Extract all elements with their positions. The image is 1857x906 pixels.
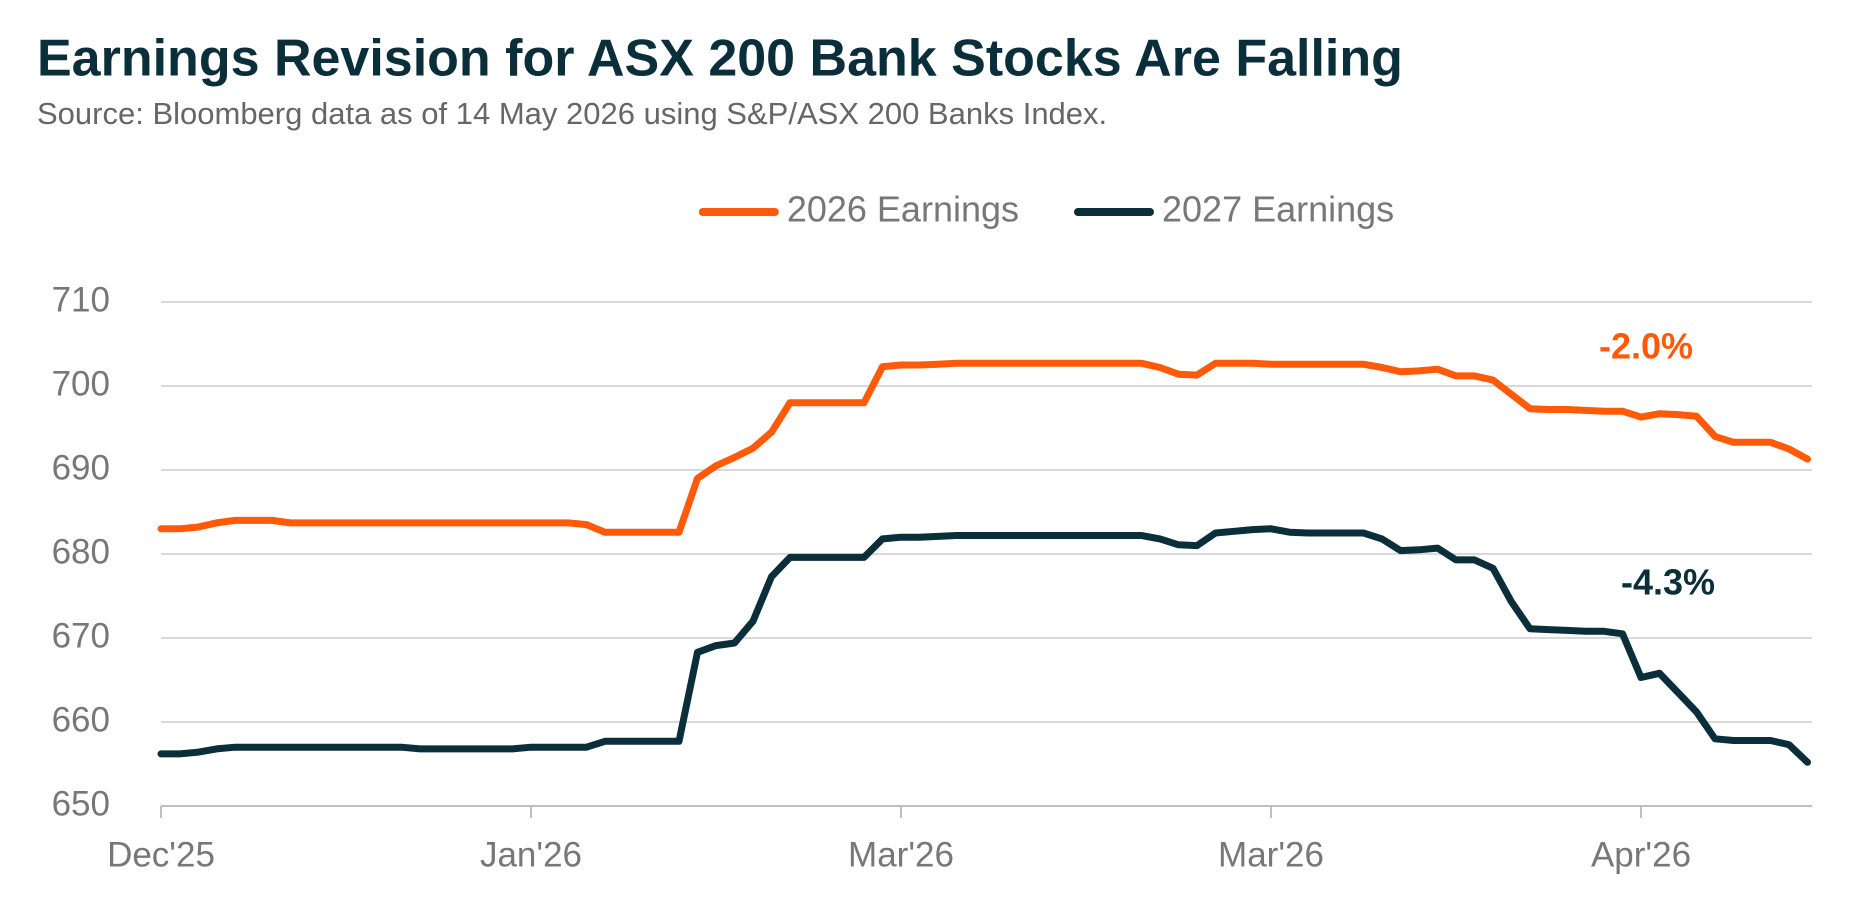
y-tick-label: 690 <box>52 448 110 487</box>
x-tick-label: Mar'26 <box>848 835 954 874</box>
legend-label: 2027 Earnings <box>1162 189 1394 230</box>
annotation: -2.0% <box>1599 326 1693 367</box>
x-tick-label: Mar'26 <box>1218 835 1324 874</box>
y-tick-label: 700 <box>52 364 110 403</box>
chart-title: Earnings Revision for ASX 200 Bank Stock… <box>37 30 1403 88</box>
y-tick-label: 670 <box>52 616 110 655</box>
y-tick-label: 660 <box>52 700 110 739</box>
x-tick-label: Jan'26 <box>480 835 582 874</box>
x-tick-label: Dec'25 <box>107 835 215 874</box>
chart-subtitle: Source: Bloomberg data as of 14 May 2026… <box>37 96 1107 131</box>
x-tick-label: Apr'26 <box>1591 835 1691 874</box>
annotation: -4.3% <box>1621 562 1715 603</box>
series-line <box>157 525 1811 766</box>
legend-label: 2026 Earnings <box>787 189 1019 230</box>
y-tick-label: 710 <box>52 280 110 319</box>
y-tick-label: 650 <box>52 784 110 823</box>
series-line <box>157 359 1811 536</box>
y-tick-label: 680 <box>52 532 110 571</box>
